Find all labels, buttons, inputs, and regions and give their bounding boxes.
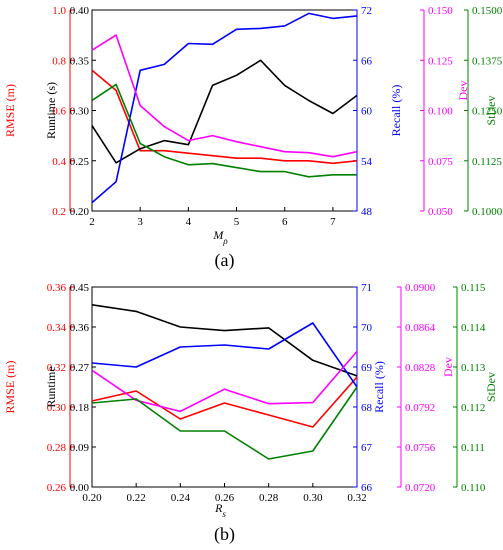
recall-tick-label: 71 (361, 282, 372, 294)
stdev-axis-label: StDev (484, 96, 498, 126)
series-line-dev (91, 350, 358, 413)
stdev-axis-label: StDev (484, 372, 498, 402)
recall-tick-label: 70 (361, 322, 373, 334)
dev-axis-label: Dev (441, 357, 455, 377)
rmse-axis-label: RMSE (m) (3, 360, 17, 413)
runtime-tick-label: 0.27 (70, 362, 90, 374)
series-line-stdev (91, 83, 357, 178)
series-line-stdev (91, 386, 358, 460)
rmse-tick-label: 0.30 (47, 402, 67, 414)
recall-tick-label: 66 (361, 482, 373, 494)
series-line-rmse (91, 69, 358, 165)
runtime-tick-label: 0.18 (70, 402, 90, 414)
series-line-runtime (91, 59, 358, 164)
x-axis-label: Mρ (212, 228, 228, 246)
dev-tick-label: 0.050 (428, 206, 453, 218)
runtime-tick-label: 0.20 (70, 206, 90, 218)
dev-tick-label: 0.0828 (405, 362, 436, 374)
runtime-tick-label: 0.40 (70, 5, 90, 17)
series-line-runtime (91, 304, 358, 377)
x-axis-label: Rs (214, 501, 226, 519)
rmse-tick-label: 0.4 (52, 156, 66, 168)
chart-panel-2: 0.20 0.22 0.24 0.26 0.28 0.30 0.32 Rs (b) 0.26 0.2… (3, 282, 498, 545)
stdev-tick-label: 0.1375 (472, 55, 503, 67)
dev-tick-label: 0.125 (428, 55, 453, 67)
rmse-tick-label: 0.8 (52, 55, 66, 67)
stdev-tick-label: 0.113 (461, 362, 486, 374)
stdev-tick-label: 0.1125 (472, 156, 502, 168)
series-line-rmse (91, 376, 358, 428)
runtime-tick-label: 0.36 (70, 322, 90, 334)
x-tick-label: 0.32 (347, 492, 366, 504)
x-tick-label: 0.20 (82, 492, 102, 504)
stdev-tick-label: 0.114 (461, 322, 486, 334)
dev-tick-label: 0.075 (428, 156, 453, 168)
rmse-tick-label: 0.2 (52, 206, 66, 218)
rmse-tick-label: 0.6 (52, 106, 66, 118)
runtime-tick-label: 0.35 (70, 55, 90, 67)
rmse-tick-label: 0.26 (47, 482, 67, 494)
recall-tick-label: 72 (361, 5, 372, 17)
recall-tick-label: 54 (361, 156, 373, 168)
runtime-tick-label: 0.00 (70, 482, 90, 494)
runtime-tick-label: 0.45 (70, 282, 90, 294)
rmse-tick-label: 0.36 (47, 282, 67, 294)
rmse-axis-label: RMSE (m) (3, 84, 17, 137)
panel-label: (a) (215, 250, 235, 271)
stdev-tick-label: 0.115 (461, 282, 486, 294)
x-tick-label: 0.22 (127, 492, 146, 504)
series-line-dev (91, 34, 358, 158)
rmse-tick-label: 0.32 (47, 362, 66, 374)
dev-tick-label: 0.0792 (405, 402, 435, 414)
stdev-tick-label: 0.1500 (472, 5, 503, 17)
rmse-tick-label: 0.34 (47, 322, 67, 334)
stdev-tick-label: 0.1000 (472, 206, 503, 218)
x-tick-label: 2 (89, 216, 95, 228)
recall-axis-label: Recall (%) (389, 85, 403, 137)
x-tick-label: 3 (137, 216, 143, 228)
runtime-tick-label: 0.25 (70, 156, 90, 168)
runtime-axis-label: Runtime (44, 366, 58, 407)
stdev-tick-label: 0.112 (461, 402, 485, 414)
dev-tick-label: 0.0900 (405, 282, 436, 294)
dev-tick-label: 0.0864 (405, 322, 436, 334)
runtime-tick-label: 0.30 (70, 106, 90, 118)
recall-tick-label: 60 (361, 106, 373, 118)
recall-tick-label: 68 (361, 402, 373, 414)
x-tick-label: 0.24 (171, 492, 191, 504)
dev-tick-label: 0.0756 (405, 442, 436, 454)
x-tick-label: 0.26 (215, 492, 235, 504)
stdev-tick-label: 0.111 (461, 442, 485, 454)
recall-tick-label: 48 (361, 206, 373, 218)
runtime-axis-label: Runtime (s) (44, 82, 58, 139)
stdev-tick-label: 0.110 (461, 482, 486, 494)
x-tick-label: 7 (330, 216, 336, 228)
runtime-tick-label: 0.09 (70, 442, 90, 454)
x-tick-label: 0.30 (303, 492, 323, 504)
dev-tick-label: 0.0720 (405, 482, 436, 494)
x-tick-label: 4 (186, 216, 192, 228)
rmse-tick-label: 1.0 (52, 5, 66, 17)
recall-axis-label: Recall (%) (372, 361, 386, 413)
x-tick-label: 5 (234, 216, 240, 228)
rmse-tick-label: 0.28 (47, 442, 67, 454)
chart-panel-1: 2 3 4 5 6 7 Mρ (a) 0.2 0.4 0.6 0.8 1.0 RMSE (m) 0.20 0.… (3, 5, 503, 271)
dev-tick-label: 0.100 (428, 106, 453, 118)
recall-tick-label: 67 (361, 442, 373, 454)
stdev-tick-label: 0.1250 (472, 106, 503, 118)
panel-label: (b) (214, 524, 235, 545)
x-tick-label: 0.28 (259, 492, 279, 504)
series-line-recall (91, 12, 358, 204)
series-line-recall (91, 322, 358, 388)
plot-frame (91, 286, 358, 488)
recall-tick-label: 69 (361, 362, 373, 374)
dev-axis-label: Dev (456, 81, 470, 101)
recall-tick-label: 66 (361, 55, 373, 67)
dev-tick-label: 0.150 (428, 5, 453, 17)
x-tick-label: 6 (282, 216, 288, 228)
